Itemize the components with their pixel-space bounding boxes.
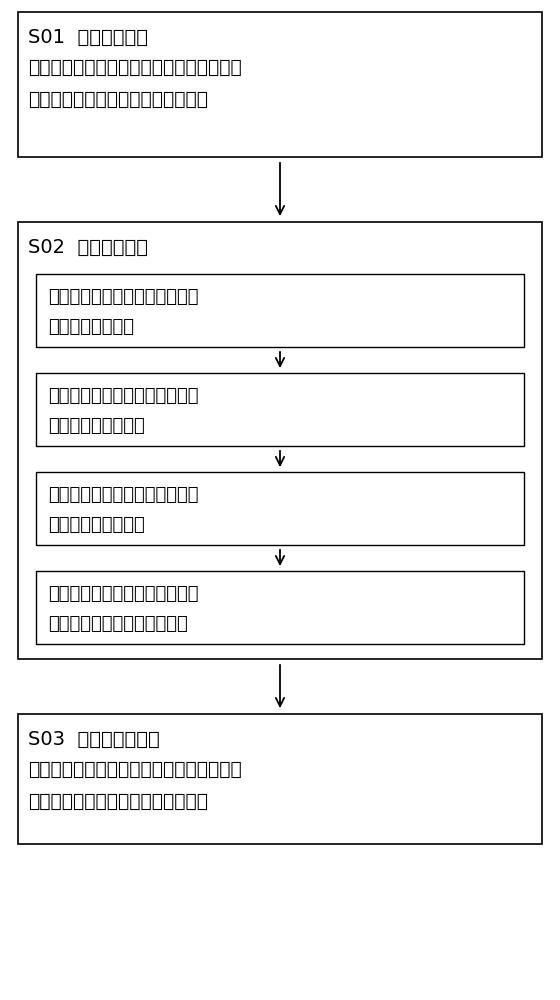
Text: 根据冰箱开机率和间室负载率，: 根据冰箱开机率和间室负载率，: [48, 486, 198, 504]
Text: 根据最新制冷周期的开机率，推: 根据最新制冷周期的开机率，推: [48, 288, 198, 306]
Bar: [18, 222, 542, 659]
Bar: [36, 274, 524, 347]
Bar: [36, 373, 524, 446]
Text: 根据最低环境温度值和环境温度: 根据最低环境温度值和环境温度: [48, 585, 198, 603]
Text: S01  进入稳定状态: S01 进入稳定状态: [28, 28, 148, 47]
Text: 算最低环境温度值: 算最低环境温度值: [48, 318, 134, 336]
Bar: [18, 12, 542, 157]
Text: 出最佳压缩机转速，并以该转速运行: 出最佳压缩机转速，并以该转速运行: [28, 792, 208, 811]
Text: 修正值，计算出当前环境温度: 修正值，计算出当前环境温度: [48, 615, 188, 633]
Text: S02  推算环境温度: S02 推算环境温度: [28, 238, 148, 257]
Text: 推算环境温度修正值: 推算环境温度修正值: [48, 516, 144, 534]
Text: 机转速，直到冰箱达到稳定运行状态: 机转速，直到冰箱达到稳定运行状态: [28, 90, 208, 109]
Text: 推算冰箱间室负载率: 推算冰箱间室负载率: [48, 417, 144, 435]
Bar: [18, 714, 542, 844]
Text: 依据压缩机连续运行时间调整至合适的压缩: 依据压缩机连续运行时间调整至合适的压缩: [28, 58, 242, 77]
Bar: [36, 472, 524, 545]
Text: 根据最新制冷周期的降温速度，: 根据最新制冷周期的降温速度，: [48, 387, 198, 405]
Text: S03  确定压缩机转速: S03 确定压缩机转速: [28, 730, 160, 749]
Text: 依据当前环境温度和冰箱间室负载率，计算: 依据当前环境温度和冰箱间室负载率，计算: [28, 760, 242, 779]
Bar: [36, 571, 524, 644]
